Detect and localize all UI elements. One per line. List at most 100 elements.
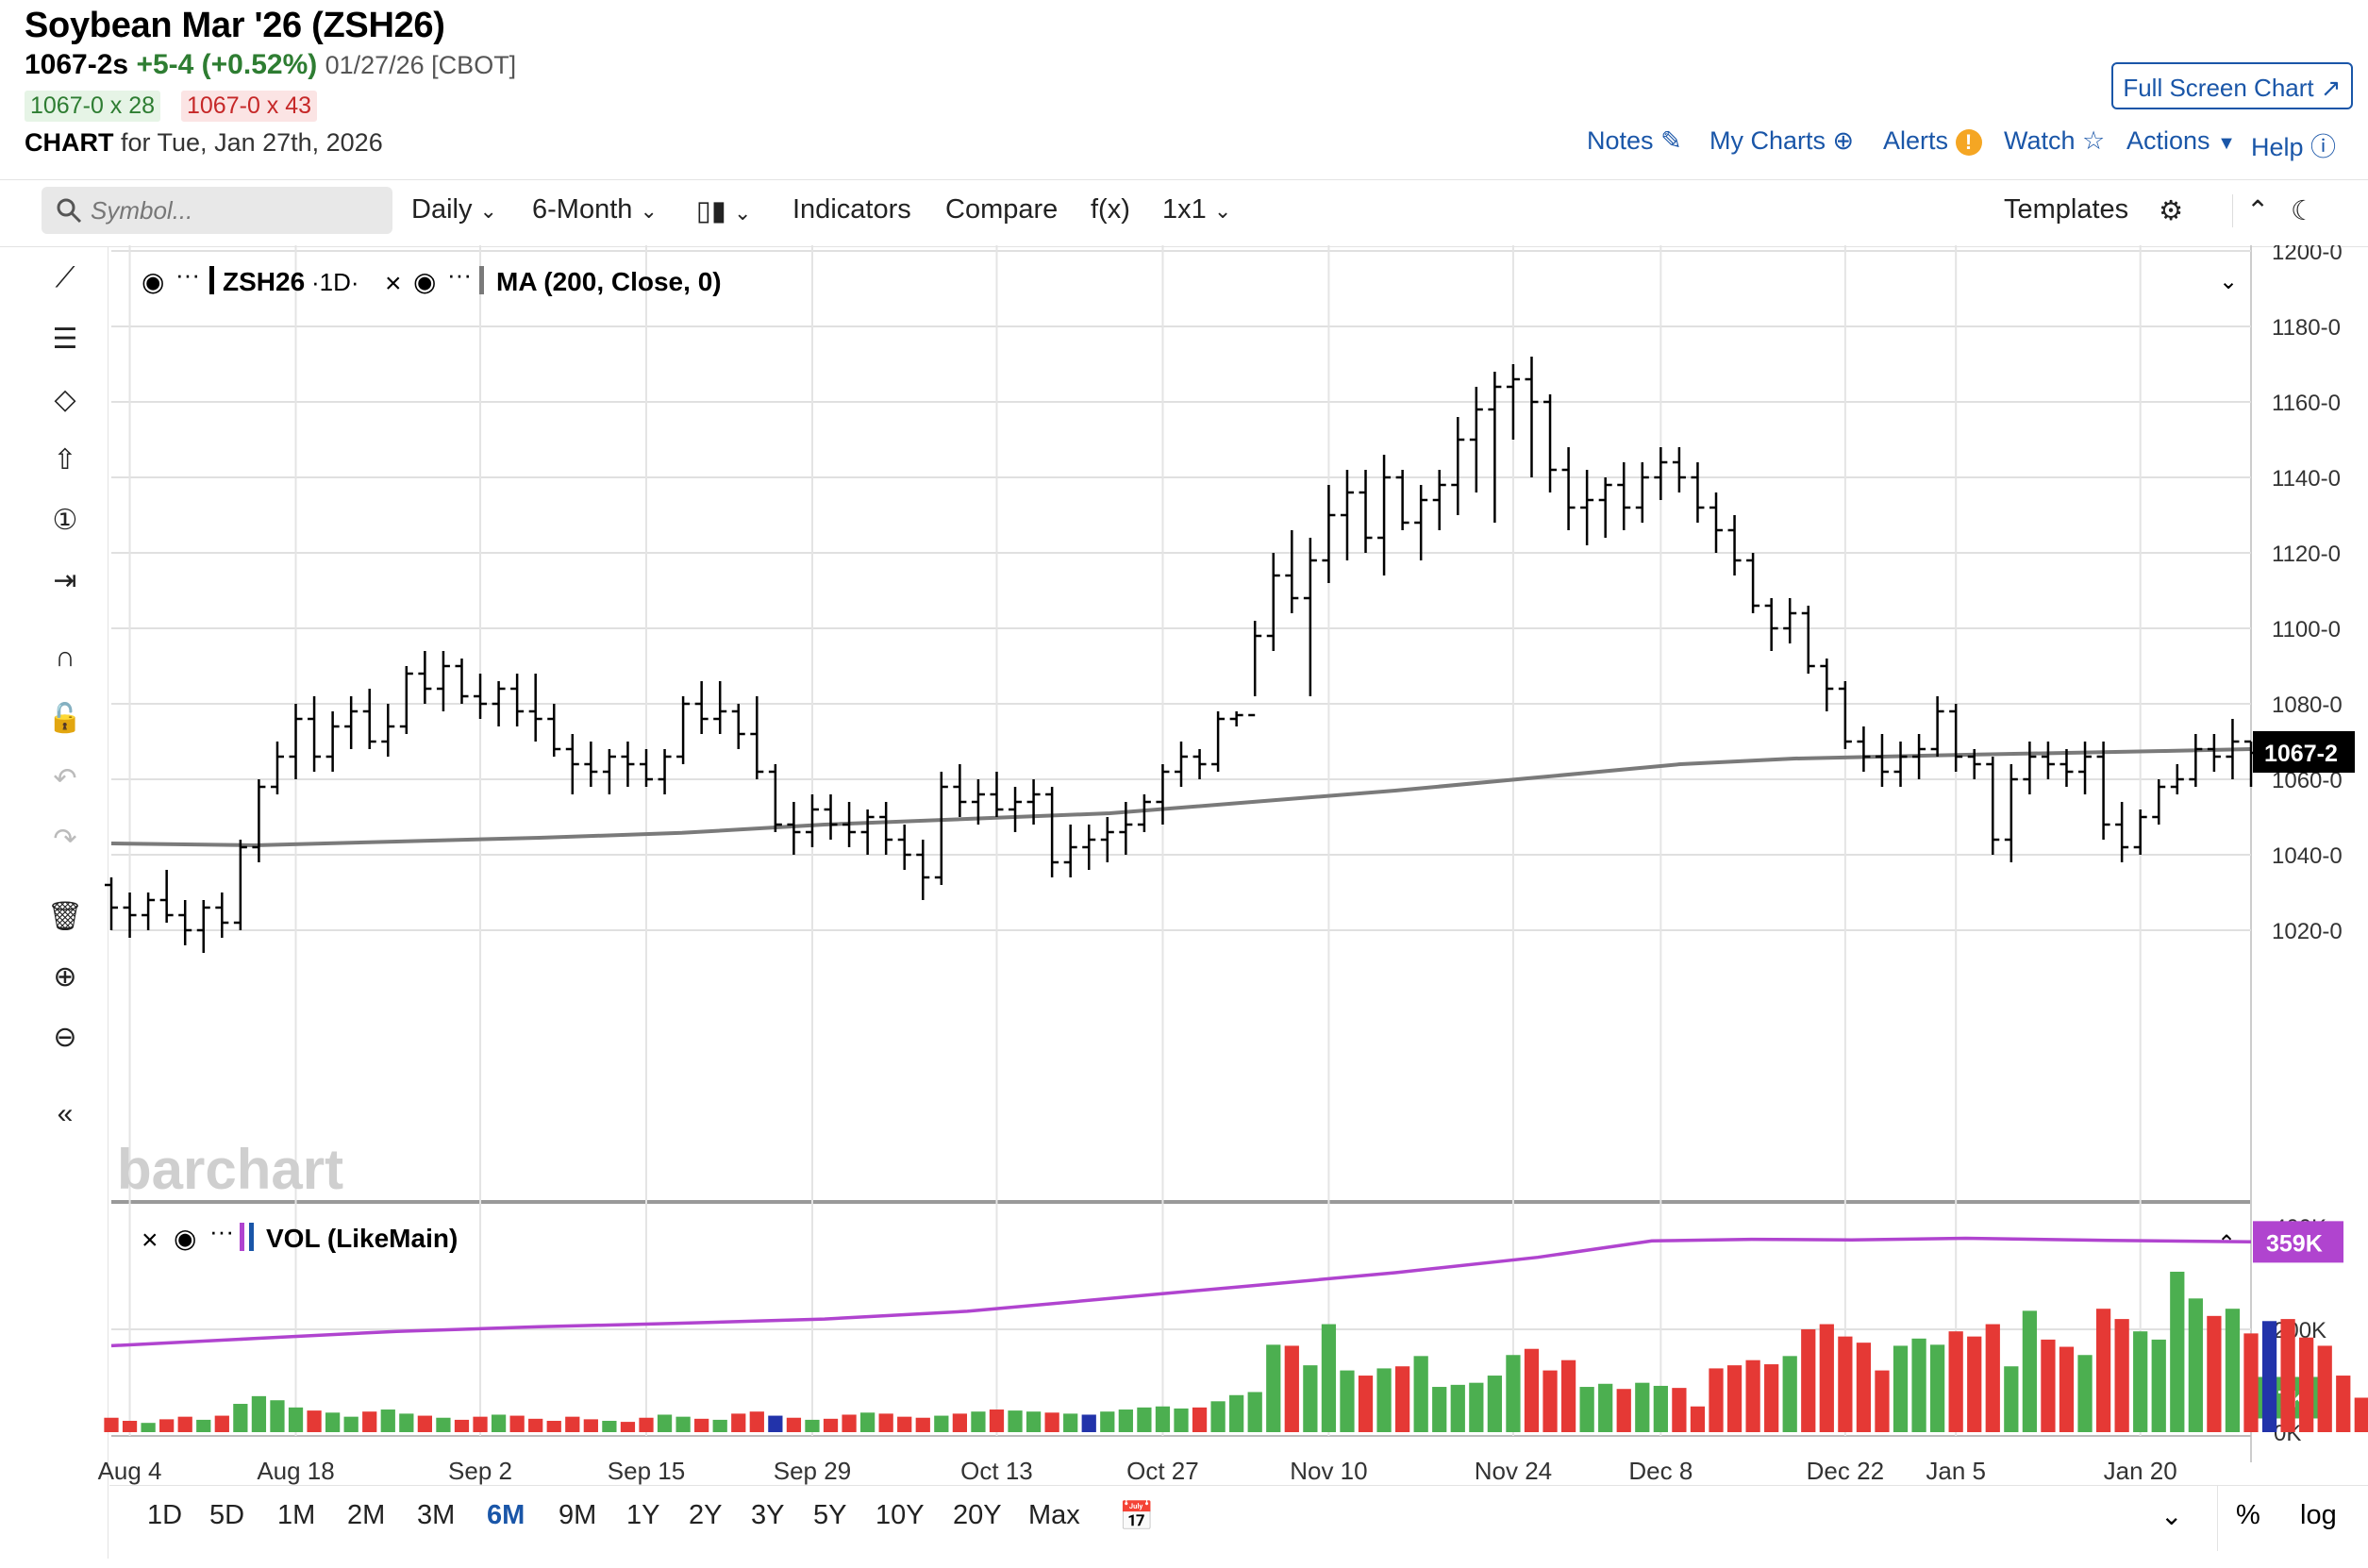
range-5d[interactable]: 5D bbox=[209, 1500, 245, 1530]
eye-icon[interactable]: ◉ bbox=[413, 267, 436, 296]
range-10y[interactable]: 10Y bbox=[875, 1500, 925, 1530]
price-tick-label: 1160-0 bbox=[2272, 391, 2341, 416]
volume-bar bbox=[1709, 1368, 1724, 1432]
ohlc-bar bbox=[1912, 734, 1926, 779]
double-chevron-down-icon[interactable]: ⌄ bbox=[2160, 1501, 2183, 1530]
volume-bar bbox=[602, 1421, 617, 1432]
interval-select[interactable]: Daily ⌄ bbox=[411, 194, 497, 225]
close-icon[interactable]: × bbox=[385, 268, 402, 299]
range-9m[interactable]: 9M bbox=[559, 1500, 597, 1530]
volume-bar bbox=[2151, 1339, 2166, 1432]
range-6m[interactable]: 6M bbox=[487, 1500, 525, 1530]
range-3y[interactable]: 3Y bbox=[751, 1500, 785, 1530]
dark-mode-moon-icon[interactable]: ☾ bbox=[2291, 196, 2315, 226]
volume-bar bbox=[177, 1416, 192, 1432]
log-toggle[interactable]: log bbox=[2300, 1500, 2337, 1530]
volume-bar bbox=[1819, 1324, 1834, 1432]
ohlc-bars-icon: ▯▮ bbox=[696, 194, 726, 226]
more-dots-icon[interactable]: ··· bbox=[447, 260, 472, 289]
range-1m[interactable]: 1M bbox=[277, 1500, 316, 1530]
range-20y[interactable]: 20Y bbox=[953, 1500, 1002, 1530]
chevron-up-icon[interactable]: ⌃ bbox=[2217, 1231, 2236, 1257]
last-price-marker bbox=[2253, 731, 2355, 773]
close-icon[interactable]: × bbox=[142, 1225, 158, 1256]
range-1d[interactable]: 1D bbox=[147, 1500, 183, 1530]
percent-toggle[interactable]: % bbox=[2236, 1500, 2260, 1530]
period-select[interactable]: 6-Month ⌄ bbox=[532, 194, 658, 225]
trend-line-icon[interactable]: ⟋ bbox=[55, 262, 75, 293]
ohlc-bar bbox=[971, 779, 985, 825]
layout-select[interactable]: 1x1 ⌄ bbox=[1162, 194, 1231, 225]
range-2y[interactable]: 2Y bbox=[689, 1500, 723, 1530]
eye-icon[interactable]: ◉ bbox=[142, 267, 164, 296]
zoom-in-icon[interactable]: ⊕ bbox=[53, 961, 77, 993]
page-title: Soybean Mar '26 (ZSH26) bbox=[25, 6, 445, 45]
function-button[interactable]: f(x) bbox=[1091, 194, 1130, 225]
calendar-icon[interactable]: 📅 bbox=[1119, 1501, 1155, 1532]
arrow-up-icon[interactable]: ⇧ bbox=[53, 444, 77, 475]
chart-date-text: for Tue, Jan 27th, 2026 bbox=[121, 128, 383, 157]
watch-link[interactable]: Watch ☆ bbox=[2004, 126, 2105, 156]
ohlc-bar bbox=[2078, 742, 2093, 794]
grid bbox=[111, 245, 2252, 1462]
alerts-label: Alerts bbox=[1883, 126, 1949, 155]
price-axis: 1200-0 1180-0 1160-0 1140-0 1120-0 1100-0 1080… bbox=[2253, 245, 2355, 1446]
alert-icon: ! bbox=[1955, 129, 1982, 156]
undo-icon[interactable]: ↶ bbox=[53, 763, 77, 794]
templates-button[interactable]: Templates bbox=[2004, 194, 2129, 225]
alerts-link[interactable]: Alerts ! bbox=[1883, 126, 1982, 156]
volume-bar bbox=[1155, 1406, 1171, 1432]
volume-bar bbox=[1450, 1384, 1465, 1432]
range-max[interactable]: Max bbox=[1028, 1500, 1080, 1530]
more-dots-icon[interactable]: ··· bbox=[209, 1217, 234, 1245]
fibonacci-list-icon[interactable]: ☰ bbox=[52, 324, 78, 355]
range-2m[interactable]: 2M bbox=[347, 1500, 386, 1530]
volume-bar bbox=[1266, 1344, 1281, 1432]
volume-bar bbox=[2261, 1321, 2277, 1432]
unlock-icon[interactable]: 🔓 bbox=[47, 703, 83, 734]
full-screen-chart-button[interactable]: Full Screen Chart ↗ bbox=[2111, 62, 2353, 109]
volume-bar bbox=[749, 1411, 764, 1432]
my-charts-link[interactable]: My Charts ⊕ bbox=[1709, 126, 1854, 156]
volume-ma-label: 359K bbox=[2266, 1230, 2323, 1257]
measure-icon[interactable]: ⇥ bbox=[53, 565, 77, 596]
external-arrow-icon: ↗ bbox=[2320, 74, 2342, 102]
compare-button[interactable]: Compare bbox=[945, 194, 1059, 225]
chevron-down-icon: ⌄ bbox=[733, 201, 752, 225]
ohlc-bar bbox=[584, 742, 598, 787]
shape-diamond-icon[interactable]: ◇ bbox=[54, 384, 76, 415]
date-tick-label: Jan 5 bbox=[1926, 1457, 1986, 1485]
volume-bar bbox=[1008, 1410, 1023, 1432]
indicators-button[interactable]: Indicators bbox=[792, 194, 911, 225]
symbol-search[interactable]: Symbol... bbox=[42, 187, 392, 234]
chevron-down-icon[interactable]: ⌄ bbox=[2219, 269, 2238, 294]
redo-icon[interactable]: ↷ bbox=[53, 824, 77, 855]
gear-icon[interactable]: ⚙ bbox=[2159, 196, 2183, 226]
period-label: 6-Month bbox=[532, 194, 633, 225]
zoom-out-icon[interactable]: ⊖ bbox=[53, 1022, 77, 1053]
ohlc-bar bbox=[178, 900, 192, 945]
volume-bar bbox=[2207, 1315, 2222, 1432]
more-dots-icon[interactable]: ··· bbox=[175, 260, 200, 289]
actions-menu[interactable]: Actions ▼ bbox=[2126, 126, 2236, 156]
ohlc-bar bbox=[1617, 462, 1631, 530]
price-chart[interactable]: barchart 1200-01180-01160-01140-01120-01… bbox=[0, 245, 2368, 1500]
range-1y[interactable]: 1Y bbox=[626, 1500, 660, 1530]
volume-bar bbox=[1340, 1370, 1355, 1432]
range-3m[interactable]: 3M bbox=[417, 1500, 456, 1530]
volume-bar bbox=[2022, 1310, 2038, 1432]
notes-link[interactable]: Notes ✎ bbox=[1587, 126, 1682, 156]
help-link[interactable]: Help ⓘ bbox=[2251, 126, 2336, 163]
chart-type-select[interactable]: ▯▮ ⌄ bbox=[696, 194, 751, 227]
numbered-marker-icon[interactable]: ① bbox=[52, 505, 78, 536]
volume-bar bbox=[1782, 1356, 1797, 1432]
ohlc-bar bbox=[2115, 802, 2129, 862]
magnet-icon[interactable]: ∩ bbox=[55, 642, 75, 673]
range-5y[interactable]: 5Y bbox=[813, 1500, 847, 1530]
collapse-sidebar-icon[interactable]: « bbox=[57, 1098, 74, 1129]
ohlc-bar bbox=[418, 651, 432, 704]
collapse-up-icon[interactable]: ⌃ bbox=[2232, 194, 2269, 227]
eye-icon[interactable]: ◉ bbox=[174, 1224, 196, 1253]
volume-bar bbox=[952, 1413, 968, 1432]
trash-icon[interactable]: 🗑 bbox=[46, 901, 84, 932]
